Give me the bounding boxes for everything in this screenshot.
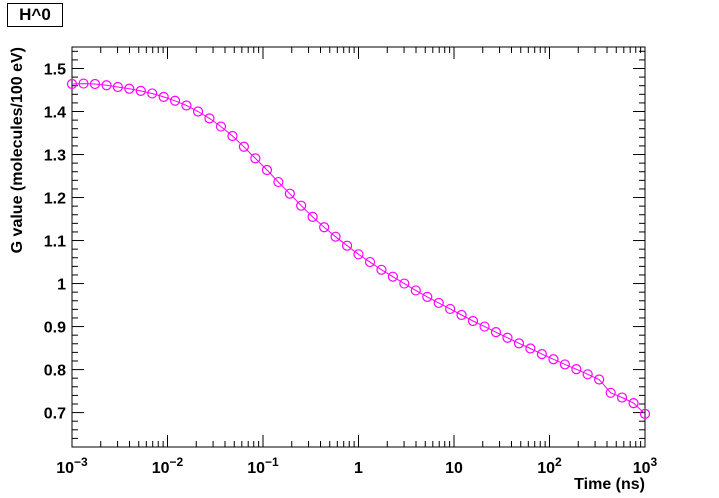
x-tick-label: 1 (354, 460, 363, 477)
x-tick-label: 102 (537, 455, 562, 477)
data-point (169, 95, 181, 106)
y-tick-label: 1.4 (44, 105, 66, 122)
data-point (273, 176, 284, 188)
data-point (181, 100, 192, 111)
x-tick-label: 10 (445, 460, 463, 477)
data-point (250, 153, 261, 164)
data-point (296, 200, 307, 211)
data-point (284, 188, 295, 199)
plot-frame (71, 46, 646, 448)
data-point (559, 359, 571, 370)
data-point (261, 164, 273, 176)
series-line (71, 83, 646, 415)
axis-labels: Time (ns) G value (molecules/100 eV) (9, 47, 645, 493)
data-point (605, 387, 616, 398)
plot-border (71, 46, 646, 448)
y-tick-label: 1.1 (44, 234, 66, 251)
x-tick-label: 10−3 (56, 455, 88, 477)
y-tick-label: 1.5 (44, 62, 66, 79)
data-point (147, 88, 158, 99)
data-point (89, 78, 101, 90)
x-tick-label: 10−1 (247, 455, 279, 477)
data-point (433, 297, 444, 309)
y-tick-label: 0.8 (44, 363, 66, 380)
data-point (364, 256, 376, 268)
data-point (341, 240, 353, 251)
data-point (376, 264, 387, 275)
data-point (238, 141, 250, 152)
data-point (410, 285, 421, 296)
chart-title: H^0 (7, 3, 63, 27)
data-point (628, 398, 639, 409)
data-point (353, 249, 364, 260)
x-axis-label: Time (ns) (574, 476, 645, 493)
data-point (387, 271, 398, 282)
data-point (616, 392, 628, 403)
y-axis-label: G value (molecules/100 eV) (9, 47, 26, 253)
data-point (456, 309, 467, 321)
data-point (124, 83, 135, 94)
data-point (422, 291, 433, 302)
x-tick-label: 103 (633, 455, 658, 477)
data-point (78, 78, 89, 89)
data-point (307, 211, 318, 222)
data-point (66, 78, 78, 90)
data-point (490, 327, 502, 338)
data-point (215, 121, 227, 132)
y-tick-label: 1.2 (44, 191, 66, 208)
data-point (571, 364, 582, 375)
data-point (192, 106, 204, 117)
data-point (502, 332, 513, 343)
data-point (582, 369, 593, 380)
data-point (204, 113, 215, 124)
x-tick-label: 10−2 (152, 455, 184, 477)
data-point (101, 80, 112, 91)
data-point (639, 408, 651, 419)
data-point (536, 348, 547, 360)
data-point (479, 321, 490, 332)
data-point (525, 343, 536, 354)
x-axis-ticks: 10−3 10−2 10−1 1 10 102 103 (56, 47, 658, 477)
data-point (112, 81, 123, 93)
data-point (445, 303, 456, 315)
y-tick-label: 0.7 (44, 406, 66, 423)
y-tick-label: 1 (57, 277, 66, 294)
data-point (399, 278, 410, 289)
data-point (135, 85, 146, 96)
data-point (548, 354, 559, 365)
data-point (513, 338, 525, 349)
data-point (319, 222, 330, 233)
data-point (158, 91, 169, 102)
data-point (594, 374, 605, 385)
data-point (467, 315, 479, 327)
data-series (66, 78, 651, 419)
data-point (227, 130, 238, 142)
y-tick-label: 1.3 (44, 148, 66, 165)
y-tick-label: 0.9 (44, 320, 66, 337)
data-point (330, 231, 341, 242)
y-axis-ticks: 0.7 0.8 0.9 1 1.1 1.2 1.3 1.4 1.5 (44, 50, 645, 448)
